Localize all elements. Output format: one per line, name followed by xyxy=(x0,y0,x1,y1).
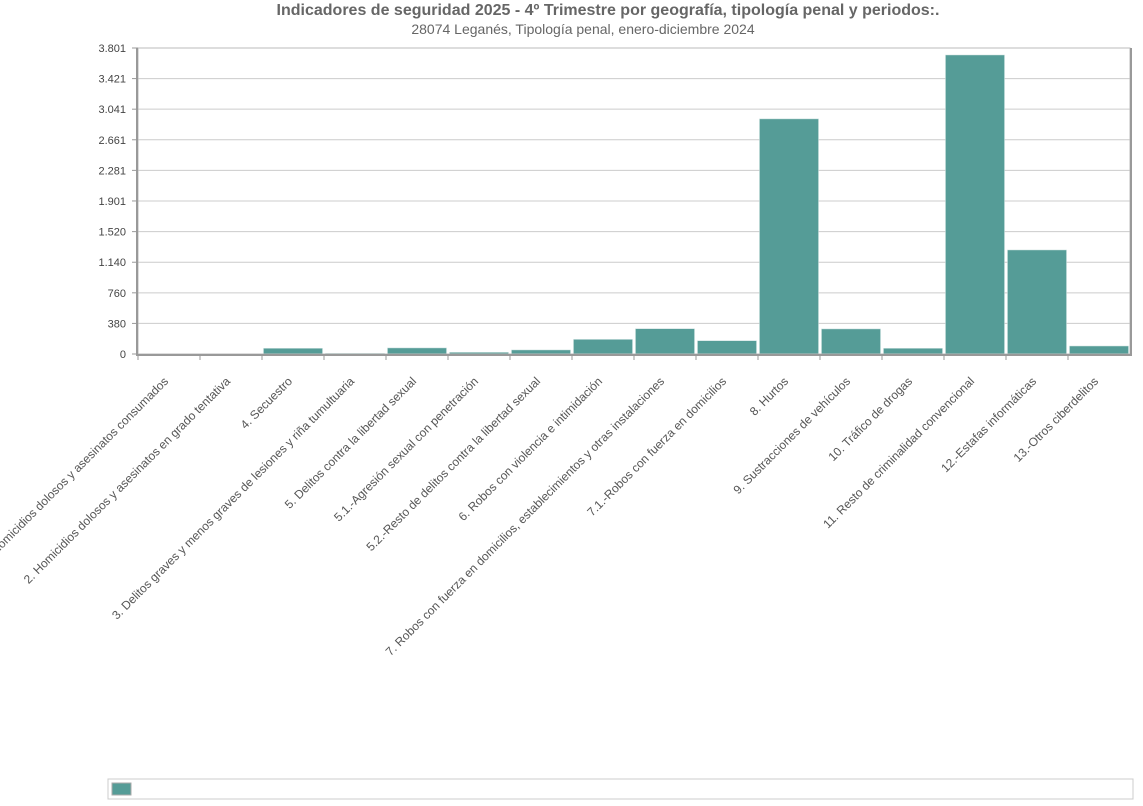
x-tick-label: 2. Homicidios dolosos y asesinatos en gr… xyxy=(21,374,233,586)
bar xyxy=(946,55,1005,354)
bar xyxy=(512,350,571,354)
y-axis-ticks: 0 380 760 1.140 1.520 1.901 2.281 2.661 3.041 3.4… xyxy=(98,43,138,361)
bar xyxy=(574,339,633,354)
bar xyxy=(698,341,757,354)
y-tick-label: 1.520 xyxy=(98,227,126,239)
y-tick-label: 2.661 xyxy=(98,135,126,147)
y-tick-label: 1.901 xyxy=(98,196,126,208)
legend-swatch[interactable] xyxy=(112,783,131,795)
bar xyxy=(822,329,881,354)
x-tick-label: 8. Hurtos xyxy=(747,374,791,418)
bar xyxy=(388,348,447,354)
y-tick-label: 0 xyxy=(120,349,126,361)
x-tick-label: 5. Delitos contra la libertad sexual xyxy=(282,374,419,511)
legend xyxy=(108,779,1133,799)
y-tick-label: 3.801 xyxy=(98,43,126,55)
chart-subtitle: 28074 Leganés, Tipología penal, enero-di… xyxy=(411,21,754,37)
y-tick-label: 760 xyxy=(108,288,126,300)
bar xyxy=(1008,250,1067,354)
y-tick-label: 3.421 xyxy=(98,74,126,86)
x-tick-label: 7. Robos con fuerza en domicilios, estab… xyxy=(383,374,667,658)
y-tick-label: 1.140 xyxy=(98,257,126,269)
y-tick-label: 380 xyxy=(108,318,126,330)
chart-title: Indicadores de seguridad 2025 - 4º Trime… xyxy=(277,2,940,19)
x-tick-label: 4. Secuestro xyxy=(238,374,296,432)
bars xyxy=(140,55,1129,354)
x-tick-label: 9. Sustracciones de vehículos xyxy=(730,374,853,497)
y-tick-label: 3.041 xyxy=(98,104,126,116)
x-axis-labels: 1. Homicidios dolosos y asesinatos consu… xyxy=(0,374,1101,659)
bar xyxy=(1070,346,1129,354)
y-tick-label: 2.281 xyxy=(98,165,126,177)
x-tick-label: 3. Delitos graves y menos graves de lesi… xyxy=(109,374,357,622)
bar xyxy=(264,348,323,354)
bar xyxy=(760,119,819,354)
x-tick-label: 7.1.-Robos con fuerza en domicilios xyxy=(584,374,729,519)
legend-box xyxy=(108,779,1133,799)
bar xyxy=(636,329,695,354)
bar xyxy=(884,348,943,354)
